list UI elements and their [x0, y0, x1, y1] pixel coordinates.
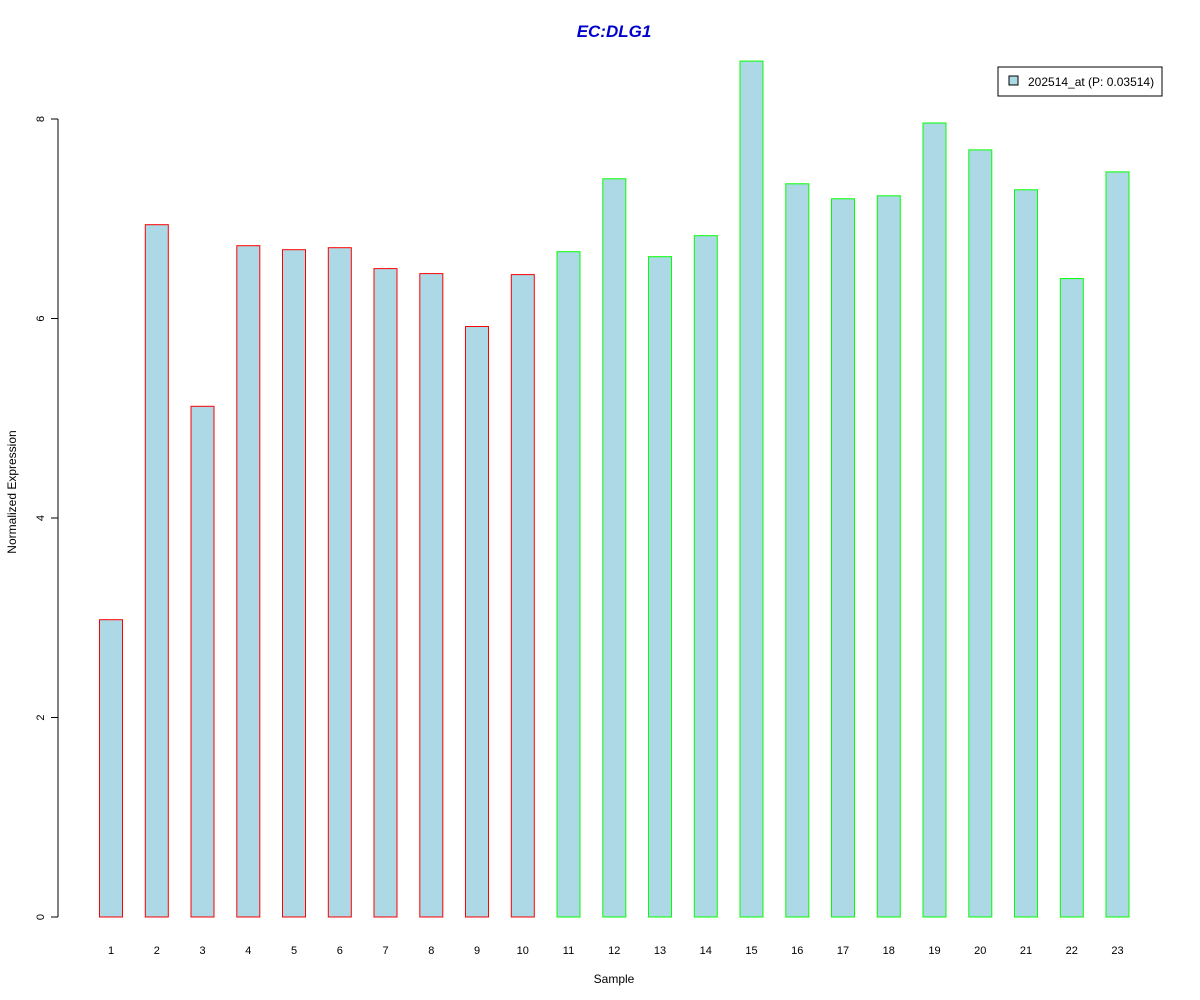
- x-tick-label: 10: [517, 945, 529, 957]
- x-tick-label: 8: [428, 945, 434, 957]
- bar-sample-8: [419, 273, 444, 918]
- bar-sample-3: [190, 405, 215, 918]
- x-tick-label: 7: [382, 945, 388, 957]
- bar-sample-4: [236, 245, 261, 918]
- x-tick-label: 20: [974, 945, 986, 957]
- bar-sample-22: [1059, 278, 1084, 918]
- x-tick-label: 3: [199, 945, 205, 957]
- bar-sample-17: [831, 198, 855, 918]
- y-tick-label: 2: [35, 714, 47, 720]
- x-tick-labels: 1 2 3 4 5 6 7 8 9 10 11 12 13 14 15 16 17 18 19 20 21 22 23: [108, 945, 1124, 957]
- bar-sample-7: [373, 268, 398, 918]
- x-tick-label: 21: [1020, 945, 1032, 957]
- bar-sample-18: [876, 195, 901, 918]
- bar-sample-15: [739, 60, 764, 918]
- x-tick-label: 18: [883, 945, 895, 957]
- y-tick-label: 6: [35, 315, 47, 321]
- bar-sample-5: [282, 249, 306, 918]
- x-axis-label: Sample: [594, 972, 635, 986]
- x-tick-label: 15: [745, 945, 757, 957]
- legend: 202514_at (P: 0.03514): [997, 66, 1163, 97]
- y-axis: 0 2 4 6 8: [35, 116, 59, 920]
- x-tick-label: 9: [474, 945, 480, 957]
- bar-sample-19: [922, 122, 947, 918]
- bars-group: [99, 60, 1130, 918]
- x-tick-label: 2: [154, 945, 160, 957]
- y-axis-label: Normalized Expression: [5, 430, 19, 553]
- bar-sample-6: [327, 247, 352, 918]
- x-tick-label: 1: [108, 945, 114, 957]
- legend-label: 202514_at (P: 0.03514): [1028, 75, 1154, 89]
- x-tick-label: 13: [654, 945, 666, 957]
- bar-sample-14: [693, 235, 718, 918]
- y-tick-label: 0: [35, 914, 47, 920]
- bar-sample-16: [785, 183, 810, 918]
- bar-sample-12: [602, 178, 627, 918]
- legend-box: [997, 66, 1163, 97]
- x-tick-label: 4: [245, 945, 251, 957]
- legend-swatch: [1008, 75, 1019, 86]
- x-tick-label: 5: [291, 945, 297, 957]
- x-tick-label: 11: [563, 945, 574, 957]
- bar-sample-2: [144, 224, 169, 918]
- bar-sample-13: [648, 256, 672, 918]
- bar-sample-10: [510, 274, 535, 918]
- x-tick-label: 22: [1066, 945, 1078, 957]
- bar-sample-21: [1014, 189, 1038, 918]
- y-tick-label: 4: [35, 515, 47, 521]
- x-tick-label: 12: [608, 945, 620, 957]
- x-tick-label: 14: [700, 945, 712, 957]
- x-tick-label: 16: [791, 945, 803, 957]
- x-tick-label: 17: [837, 945, 849, 957]
- bar-sample-23: [1105, 171, 1130, 918]
- bar-sample-20: [968, 149, 993, 918]
- bar-sample-1: [99, 619, 123, 918]
- chart-title: EC:DLG1: [577, 22, 652, 41]
- x-tick-label: 6: [337, 945, 343, 957]
- y-tick-label: 8: [35, 116, 47, 122]
- x-tick-label: 23: [1111, 945, 1123, 957]
- bar-sample-11: [556, 251, 581, 918]
- bar-sample-9: [465, 326, 489, 918]
- x-tick-label: 19: [928, 945, 940, 957]
